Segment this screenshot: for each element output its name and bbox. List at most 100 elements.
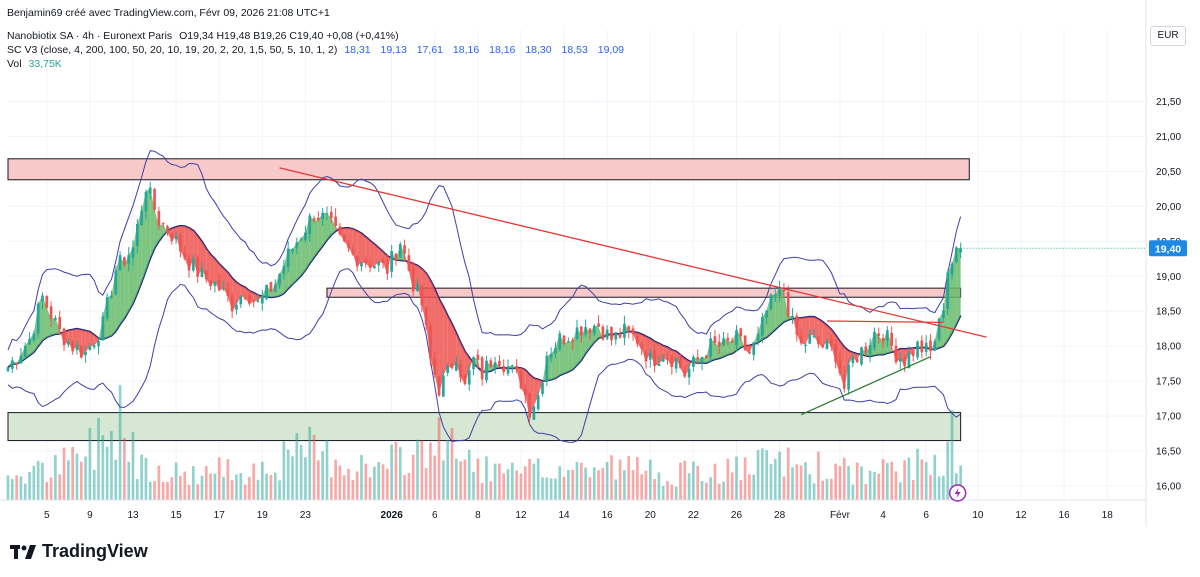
bear-cloud-segment	[335, 225, 340, 235]
bull-cloud-segment	[120, 255, 125, 325]
volume-bar	[898, 482, 902, 500]
candle-up	[23, 345, 27, 357]
volume-bar	[166, 482, 169, 500]
candle-down	[248, 295, 251, 304]
volume-bar	[10, 479, 14, 500]
candle-down	[571, 339, 575, 342]
candle-up	[942, 310, 945, 319]
price-chart[interactable]: 21,5021,0020,5020,0019,5019,0018,5018,00…	[0, 0, 1200, 530]
candle-up	[442, 375, 445, 397]
volume-bar	[674, 486, 678, 500]
candle-up	[239, 295, 243, 305]
volume-bar	[911, 479, 915, 500]
volume-bar	[192, 466, 195, 500]
indicator-cloud	[8, 187, 961, 418]
volume-label: Vol	[7, 58, 22, 70]
bear-cloud-segment	[443, 306, 448, 376]
volume-bar	[256, 479, 260, 500]
candle-down	[226, 289, 230, 296]
bull-cloud-segment	[163, 224, 168, 236]
candle-down	[679, 359, 682, 369]
candle-up	[148, 187, 152, 194]
volume-bar	[942, 475, 945, 500]
volume-row[interactable]: Vol 33,75K	[7, 58, 66, 70]
candle-down	[498, 360, 501, 367]
bear-cloud-segment	[94, 334, 99, 346]
indicator-row[interactable]: SC V3 (close, 4, 200, 100, 50, 20, 10, 1…	[7, 44, 635, 56]
volume-bar	[140, 454, 143, 500]
last-price-marker: 19,40	[960, 240, 1187, 257]
candle-down	[748, 351, 751, 354]
volume-bar	[679, 462, 682, 500]
volume-bar	[829, 478, 833, 500]
candle-down	[782, 289, 786, 292]
candle-down	[829, 339, 833, 347]
bear-cloud-segment	[374, 244, 379, 267]
candle-up	[110, 295, 113, 298]
candle-up	[558, 333, 562, 350]
candle-down	[49, 306, 53, 319]
candle-up	[769, 294, 773, 309]
volume-bar	[735, 456, 738, 500]
volume-bar	[502, 473, 506, 500]
candle-up	[10, 360, 14, 369]
volume-bar	[235, 474, 238, 500]
volume-bar	[644, 470, 648, 500]
volume-bar	[368, 477, 372, 500]
candle-up	[92, 345, 96, 348]
candle-up	[222, 288, 225, 290]
volume-bar	[545, 477, 549, 500]
candle-down	[15, 363, 18, 365]
volume-bar	[161, 482, 165, 500]
price-axis[interactable]: 21,5021,0020,5020,0019,5019,0018,5018,00…	[1145, 0, 1181, 527]
bear-cloud-segment	[378, 247, 384, 263]
candle-down	[502, 365, 506, 372]
candle-down	[429, 325, 432, 359]
symbol-title[interactable]: Nanobiotix SA · 4h · Euronext Paris	[7, 30, 173, 42]
volume-bar	[454, 458, 458, 500]
volume-bar	[579, 462, 583, 500]
candle-up	[325, 213, 329, 215]
time-axis[interactable]: 5 9 13 15 17 19 23 2026 6 8 12 14 16 20 22 26 28 Févr 4 6 10…	[0, 499, 1146, 521]
candle-up	[722, 338, 725, 345]
volume-bar	[19, 476, 23, 500]
candle-down	[786, 292, 790, 317]
candle-up	[256, 300, 260, 302]
time-tick-label: 8	[475, 510, 481, 521]
volume-bar	[252, 463, 256, 500]
bull-cloud-segment	[775, 287, 780, 330]
currency-button[interactable]: EUR	[1150, 26, 1186, 46]
candle-up	[549, 353, 553, 359]
volume-bar	[493, 463, 497, 500]
candle-down	[187, 258, 191, 271]
candle-up	[687, 368, 691, 378]
candle-up	[756, 333, 760, 341]
last-price-label: 19,40	[1155, 243, 1181, 255]
volume-bar	[347, 468, 350, 500]
volume-bar	[351, 479, 355, 500]
volume-bar	[937, 476, 941, 500]
time-tick-label: 20	[645, 510, 657, 521]
indicator-value: 18,16	[452, 44, 480, 56]
volume-bar	[321, 451, 325, 500]
candle-down	[476, 354, 480, 360]
candle-down	[480, 357, 484, 380]
candle-up	[506, 366, 510, 374]
alert-icon[interactable]	[948, 484, 967, 502]
volume-bar	[364, 463, 368, 500]
volume-bar	[329, 477, 333, 500]
bull-cloud-segment	[564, 341, 569, 374]
author-line: Benjamin69 créé avec TradingView.com, Fé…	[7, 7, 330, 19]
support-zone	[7, 412, 962, 442]
candle-up	[105, 297, 109, 319]
volume-bar	[239, 472, 243, 500]
volume-bar	[204, 466, 208, 500]
price-tick-label: 19,00	[1156, 272, 1181, 283]
time-tick-label: 9	[87, 510, 93, 521]
candle-up	[192, 258, 195, 271]
bear-cloud-segment	[749, 342, 754, 354]
volume-bar	[868, 470, 872, 500]
volume-bar	[88, 428, 92, 500]
volume-bar	[127, 461, 131, 500]
volume-bar	[683, 460, 687, 500]
